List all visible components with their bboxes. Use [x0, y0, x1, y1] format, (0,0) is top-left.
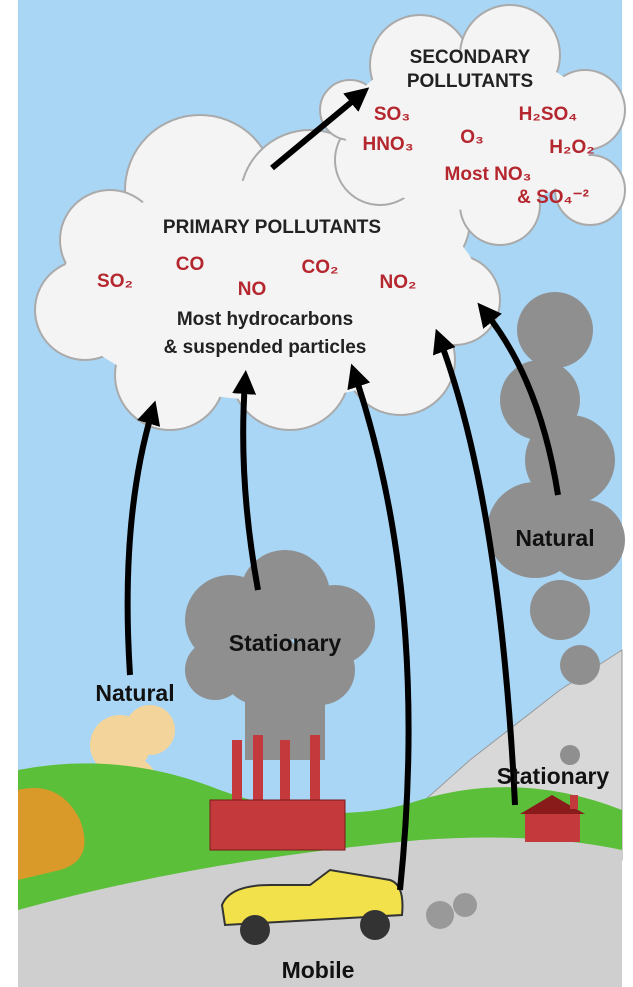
source-label: Mobile [282, 957, 355, 983]
house [520, 745, 585, 842]
secondary-cloud-fill [345, 50, 595, 210]
source-label: Natural [515, 525, 594, 551]
natural-smoke-right [487, 292, 625, 685]
source-label: Stationary [497, 763, 610, 789]
pollutant: & SO₄⁻² [517, 187, 589, 208]
pollutant: O₃ [460, 127, 484, 148]
pollutant: H₂SO₄ [519, 104, 578, 125]
pollutant: CO [176, 254, 205, 275]
pollutant: NO [238, 279, 267, 300]
factory [209, 735, 346, 851]
source-label: Natural [95, 680, 174, 706]
car [220, 868, 477, 945]
ground-patch [18, 788, 85, 880]
pollutant: HNO₃ [362, 134, 413, 155]
source-label: Stationary [229, 630, 342, 656]
primary-other: & suspended particles [164, 337, 367, 358]
primary-other: Most hydrocarbons [177, 309, 353, 330]
primary-title: PRIMARY POLLUTANTS [163, 217, 381, 238]
arrows [124, 87, 561, 891]
pollutant: H₂O₂ [549, 137, 594, 158]
pollutant: NO₂ [380, 272, 417, 293]
pollutant: Most NO₃ [445, 164, 532, 185]
pollutant: CO₂ [302, 257, 339, 278]
pollutant: SO₃ [374, 104, 410, 125]
secondary-title: POLLUTANTS [407, 71, 533, 92]
primary-cloud-fill [60, 180, 480, 400]
secondary-title: SECONDARY [410, 47, 531, 68]
pollutant: SO₂ [97, 271, 133, 292]
